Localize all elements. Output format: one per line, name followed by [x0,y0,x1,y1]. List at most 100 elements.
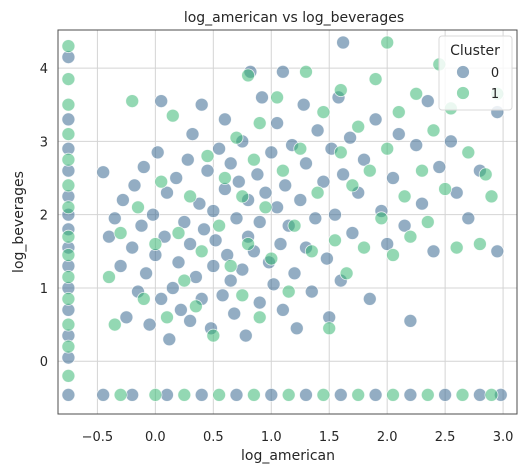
data-point [287,266,302,281]
data-point [61,248,76,262]
data-point [351,119,366,134]
x-axis-title: log_american [241,448,335,464]
x-tick-label: 2.0 [377,430,398,445]
data-point [426,123,441,138]
data-point [206,259,221,273]
data-point [391,105,406,119]
y-tick-label: 4 [40,62,48,77]
data-point [420,215,435,229]
data-point [173,302,188,317]
data-point [107,317,122,332]
data-point [197,222,211,237]
data-point [304,284,319,299]
y-tick-label: 3 [40,135,48,150]
data-point [252,116,267,130]
data-point [310,185,325,200]
data-point [185,127,200,142]
legend-entries: 01 [456,65,499,102]
data-point [217,112,232,127]
data-point [61,339,76,354]
legend-label: 0 [491,66,499,81]
data-point [409,138,424,153]
data-point [113,259,128,273]
data-point [160,310,174,325]
data-point [374,211,389,226]
chart-title: log_american vs log_beverages [184,10,404,26]
data-point [165,108,180,123]
data-point [206,204,221,218]
data-point [61,317,76,332]
data-point [289,321,304,336]
data-point [343,130,358,145]
data-point [258,185,273,200]
data-point [339,266,354,281]
data-point [160,387,174,402]
data-point [61,152,76,167]
data-point [336,167,351,182]
data-point [96,387,111,402]
data-point [231,174,246,189]
data-point [177,387,192,402]
data-point [362,291,377,306]
data-point [139,266,154,281]
data-point [148,387,163,402]
data-point [229,211,244,226]
data-point [310,123,325,138]
data-point [322,321,337,336]
data-point [165,281,180,295]
data-point [461,145,476,160]
data-point [229,387,244,402]
data-point [484,387,499,402]
legend-marker [456,65,470,79]
data-point [275,163,290,178]
data-point [150,145,165,160]
data-point [266,277,281,292]
data-point [183,237,198,251]
data-point [409,86,424,101]
data-point [215,288,230,303]
data-point [403,229,418,244]
data-point [107,211,122,226]
data-point [484,189,499,204]
data-point [212,218,227,233]
data-point [415,163,429,178]
data-point [278,178,293,193]
data-point [420,94,435,108]
legend: Cluster 01 [438,35,513,111]
legend-marker [456,86,470,100]
data-point [171,226,186,240]
data-point [386,387,400,402]
data-point [275,302,290,317]
data-point [157,229,172,244]
data-point [61,178,76,193]
data-point [255,90,269,105]
data-point [449,240,464,255]
data-point [478,167,493,182]
plot-frame [57,29,518,415]
data-point [212,387,227,402]
data-point [61,72,76,86]
data-point [223,259,238,273]
data-point [241,68,256,83]
data-point [250,167,265,182]
data-point [403,387,418,402]
data-point [333,145,348,160]
data-point [102,229,116,244]
data-point [264,145,279,160]
data-point [319,251,334,266]
data-point [336,35,351,50]
data-point [61,229,76,244]
data-point [299,156,313,171]
data-point [426,244,441,259]
data-point [432,160,447,174]
data-point [146,207,160,222]
data-point [333,387,348,402]
data-point [273,237,288,251]
x-tick-label: 3.0 [493,430,514,445]
data-point [212,141,227,156]
data-point [183,313,198,328]
data-point [316,105,331,119]
data-point [200,149,215,163]
data-point [183,189,198,204]
data-point [357,152,371,167]
